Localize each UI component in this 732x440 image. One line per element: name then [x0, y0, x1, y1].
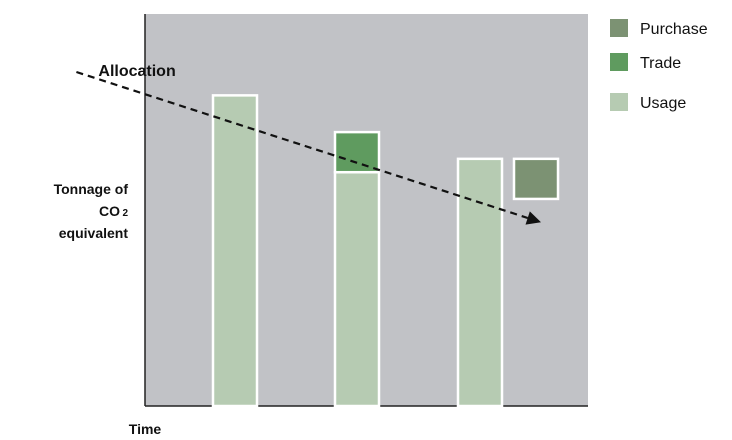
y-axis-label-line-3: equivalent [59, 225, 129, 241]
x-axis-label: Time [129, 421, 162, 437]
bar-purchase-3 [512, 157, 560, 201]
bar-usage-2 [333, 170, 381, 408]
y-axis-label-line-2: CO [99, 203, 120, 219]
allocation-label: Allocation [98, 63, 175, 80]
legend-label-trade: Trade [640, 55, 681, 72]
legend-swatch-purchase [610, 19, 628, 37]
legend-swatch-trade [610, 53, 628, 71]
allocation-arrowhead [525, 211, 541, 225]
y-axis-label-line-1: Tonnage of [54, 181, 129, 197]
legend-label-usage: Usage [640, 95, 686, 112]
bar-usage-1 [211, 94, 259, 408]
bar-trade-2 [333, 130, 381, 174]
legend-label-purchase: Purchase [640, 21, 708, 38]
y-axis-label: Tonnage of CO 2 equivalent [54, 181, 129, 241]
legend-swatch-usage [610, 93, 628, 111]
bar-usage-3 [456, 157, 504, 408]
y-axis-label-subscript: 2 [122, 208, 128, 219]
legend: Purchase Trade Usage [610, 19, 708, 112]
